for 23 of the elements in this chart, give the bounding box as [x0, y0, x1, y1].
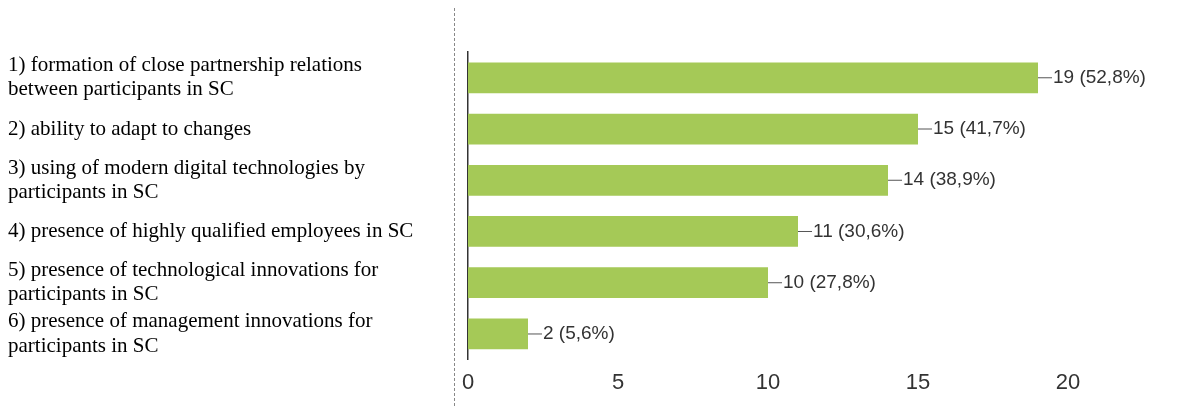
- data-label: 2 (5,6%): [543, 322, 615, 344]
- x-tick-label: 20: [1055, 368, 1081, 394]
- x-tick-label: 15: [905, 368, 931, 394]
- data-label: 10 (27,8%): [783, 270, 876, 292]
- y-tick-label: 2) ability to adapt to changes: [8, 115, 252, 140]
- y-tick-label: 3) using of modern digital technologies by participants in SC: [8, 154, 366, 203]
- data-label: 19 (52,8%): [1053, 66, 1146, 88]
- bar: [468, 113, 918, 145]
- data-label: 15 (41,7%): [933, 117, 1026, 139]
- y-tick-label: 1) formation of close partnership relations between participants in SC: [8, 52, 362, 101]
- data-label: 11 (30,6%): [813, 219, 905, 241]
- data-label: 14 (38,9%): [903, 168, 996, 190]
- x-tick-label: 0: [461, 368, 475, 394]
- y-tick-label: 5) presence of technological innovations for participants in SC: [8, 257, 379, 306]
- bar: [468, 267, 768, 299]
- y-tick-label: 6) presence of management innovations for participants in SC: [8, 308, 373, 357]
- x-tick-label: 10: [755, 368, 781, 394]
- x-tick-label: 5: [611, 368, 625, 394]
- bar: [468, 216, 798, 247]
- y-tick-label: 4) presence of highly qualified employees in SC: [8, 218, 414, 243]
- bar: [468, 318, 528, 350]
- bar: [468, 164, 888, 196]
- bar: [468, 62, 1038, 94]
